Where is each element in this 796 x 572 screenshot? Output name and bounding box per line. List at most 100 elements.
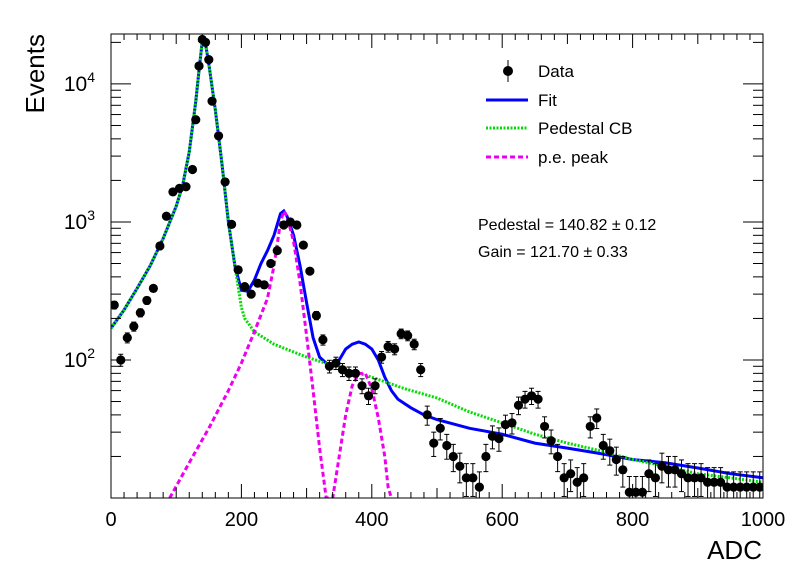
y-tick-label: 103 xyxy=(64,207,95,234)
data-point xyxy=(350,366,361,381)
data-point xyxy=(546,429,556,455)
data-marker xyxy=(350,368,361,378)
data-point xyxy=(539,416,550,439)
data-point xyxy=(572,467,582,498)
data-marker xyxy=(539,421,550,432)
data-marker xyxy=(363,391,374,401)
data-marker xyxy=(161,211,172,221)
data-point xyxy=(722,471,732,498)
x-axis-label: ADC xyxy=(707,535,762,565)
legend-item: Fit xyxy=(486,91,557,110)
legend-item: p.e. peak xyxy=(486,148,608,167)
data-point xyxy=(240,282,250,292)
data-point xyxy=(376,350,387,364)
data-marker xyxy=(246,289,256,299)
data-point xyxy=(227,219,237,229)
data-marker xyxy=(207,96,217,106)
data-point xyxy=(448,443,458,473)
y-axis-label: Events xyxy=(20,34,50,114)
data-marker xyxy=(305,266,315,276)
data-point xyxy=(481,443,491,473)
data-point xyxy=(676,459,687,493)
data-marker xyxy=(194,61,204,71)
data-marker xyxy=(455,461,465,471)
data-marker xyxy=(181,182,191,192)
data-point xyxy=(513,396,524,416)
data-point xyxy=(213,131,224,141)
data-marker xyxy=(111,300,119,310)
data-point xyxy=(553,443,563,473)
data-point xyxy=(644,459,654,493)
data-marker xyxy=(474,482,484,492)
data-point xyxy=(663,455,674,488)
data-marker xyxy=(416,365,426,375)
data-point xyxy=(566,459,576,493)
data-marker xyxy=(624,487,634,497)
data-point xyxy=(161,211,172,221)
data-point xyxy=(748,471,758,498)
legend-marker xyxy=(503,66,513,76)
data-marker xyxy=(559,473,569,483)
data-point xyxy=(181,182,191,192)
data-point xyxy=(716,467,726,498)
data-point xyxy=(403,330,413,342)
data-marker xyxy=(735,482,745,492)
pedestal-annotation: Pedestal = 140.82 ± 0.12 xyxy=(478,217,656,234)
x-tick-label: 400 xyxy=(355,509,388,531)
data-marker xyxy=(637,487,647,497)
data-marker xyxy=(572,477,582,487)
data-point xyxy=(246,289,256,299)
data-marker xyxy=(709,477,719,487)
data-marker xyxy=(344,368,354,378)
legend: Data Fit Pedestal CB p.e. peak xyxy=(486,60,633,167)
data-marker xyxy=(729,482,739,492)
data-point xyxy=(468,463,478,497)
data-point xyxy=(357,378,367,395)
data-marker xyxy=(676,469,687,479)
legend-label: Fit xyxy=(538,91,557,110)
data-point xyxy=(598,433,608,460)
data-marker xyxy=(129,321,139,332)
data-marker xyxy=(513,400,524,410)
x-tick-label: 800 xyxy=(616,509,649,531)
data-marker xyxy=(442,440,452,451)
data-point xyxy=(135,308,145,318)
data-point xyxy=(142,295,152,306)
pe-peak-curve xyxy=(168,207,393,498)
data-marker xyxy=(702,477,713,487)
x-tick-label: 600 xyxy=(486,509,519,531)
data-marker xyxy=(292,220,302,230)
data-point xyxy=(148,283,158,294)
data-point xyxy=(266,258,276,269)
data-point xyxy=(318,334,328,346)
data-marker xyxy=(298,240,308,250)
data-point xyxy=(298,240,308,250)
data-point xyxy=(507,413,517,435)
data-point xyxy=(416,363,426,378)
data-point xyxy=(729,471,739,498)
data-marker xyxy=(553,451,563,462)
y-tick-label: 102 xyxy=(64,345,95,372)
data-marker xyxy=(370,381,380,391)
legend-item: Data xyxy=(503,60,574,82)
data-point xyxy=(702,467,713,498)
data-marker xyxy=(592,413,602,423)
data-point xyxy=(494,427,504,452)
data-point xyxy=(194,61,204,71)
data-point xyxy=(650,463,661,497)
data-point xyxy=(442,433,452,460)
data-marker xyxy=(716,477,726,487)
data-point xyxy=(272,246,282,256)
data-point xyxy=(204,55,214,65)
data-point xyxy=(689,463,700,497)
data-marker xyxy=(481,451,491,462)
data-point xyxy=(191,115,201,125)
data-point xyxy=(592,408,602,430)
legend-label: p.e. peak xyxy=(538,148,608,167)
data-marker xyxy=(240,282,250,292)
data-marker xyxy=(227,219,237,229)
data-marker xyxy=(579,473,589,483)
data-point xyxy=(455,452,465,484)
data-point xyxy=(331,356,341,371)
